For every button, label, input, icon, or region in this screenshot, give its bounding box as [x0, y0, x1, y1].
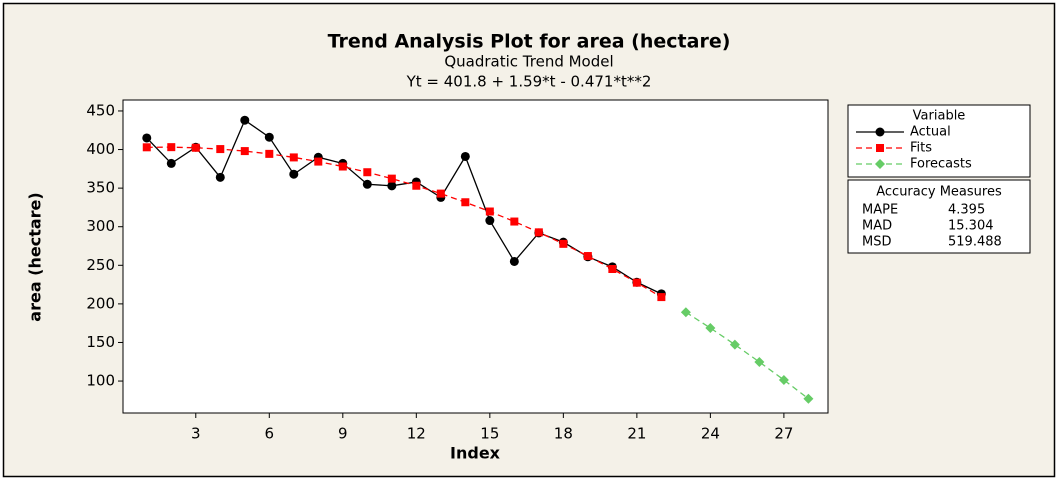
data-point: [705, 323, 716, 334]
y-tick-label: 150: [86, 333, 115, 351]
y-tick-label: 300: [86, 217, 115, 235]
data-point: [240, 115, 250, 125]
y-axis-label: area (hectare): [26, 192, 45, 321]
accuracy-name: MAPE: [862, 203, 898, 218]
data-point: [412, 181, 421, 190]
data-point: [608, 265, 617, 274]
legend-marker: [875, 127, 885, 137]
data-point: [534, 228, 543, 237]
legend-label: Actual: [910, 125, 951, 140]
data-point: [510, 217, 519, 226]
data-point: [338, 162, 347, 171]
data-point: [559, 239, 568, 248]
y-tick-label: 350: [86, 179, 115, 197]
data-point: [215, 172, 225, 182]
data-point: [314, 157, 323, 166]
x-tick-label: 15: [480, 425, 499, 443]
data-point: [142, 133, 152, 143]
data-point: [142, 143, 151, 152]
data-point: [657, 293, 666, 302]
accuracy-box: [847, 179, 1031, 254]
data-point: [485, 207, 494, 216]
data-point: [729, 339, 740, 350]
y-tick-label: 100: [86, 372, 115, 390]
data-point: [363, 168, 372, 177]
legend-marker: [876, 144, 884, 152]
y-tick-label: 450: [86, 101, 115, 119]
data-point: [460, 151, 470, 161]
legend-marker: [875, 159, 885, 169]
y-tick-label: 250: [86, 256, 115, 274]
y-tick-label: 200: [86, 294, 115, 312]
series-line: [146, 146, 662, 298]
data-point: [461, 198, 470, 207]
accuracy-name: MAD: [862, 219, 892, 234]
accuracy-value: 519.488: [948, 235, 1002, 250]
legend-label: Forecasts: [910, 157, 972, 172]
accuracy-value: 4.395: [948, 203, 985, 218]
data-point: [803, 393, 814, 404]
data-point: [436, 189, 445, 198]
x-tick-label: 3: [191, 425, 201, 443]
chart-subtitle: Quadratic Trend Model: [444, 53, 613, 71]
x-axis-label: Index: [450, 444, 501, 463]
plot-area: [122, 99, 829, 414]
data-point: [485, 216, 495, 226]
data-point: [387, 174, 396, 183]
x-tick-label: 12: [407, 425, 426, 443]
y-tick-label: 400: [86, 140, 115, 158]
x-tick-label: 27: [774, 425, 793, 443]
x-tick-label: 21: [627, 425, 646, 443]
data-point: [778, 374, 789, 385]
data-point: [216, 145, 225, 154]
data-point: [264, 132, 274, 142]
data-point: [632, 278, 641, 287]
data-point: [754, 356, 765, 367]
accuracy-title: Accuracy Measures: [876, 185, 1002, 200]
x-tick-label: 9: [338, 425, 348, 443]
accuracy-value: 15.304: [948, 219, 994, 234]
series-line: [685, 311, 809, 400]
data-point: [167, 143, 176, 152]
data-point: [289, 169, 299, 179]
chart-title: Trend Analysis Plot for area (hectare): [328, 31, 731, 53]
legend-title: Variable: [913, 109, 966, 124]
data-point: [191, 143, 200, 152]
data-point: [265, 149, 274, 158]
data-point: [289, 153, 298, 162]
data-point: [680, 307, 691, 318]
trend-equation: Yt = 401.8 + 1.59*t - 0.471*t**2: [406, 73, 652, 91]
x-tick-label: 24: [701, 425, 720, 443]
x-tick-label: 6: [265, 425, 275, 443]
legend-label: Fits: [910, 141, 932, 156]
data-point: [166, 158, 176, 168]
data-point: [362, 179, 372, 189]
data-point: [240, 147, 249, 156]
data-point: [509, 256, 519, 266]
data-point: [387, 181, 397, 191]
data-point: [583, 252, 592, 261]
accuracy-name: MSD: [862, 235, 891, 250]
x-tick-label: 18: [554, 425, 573, 443]
